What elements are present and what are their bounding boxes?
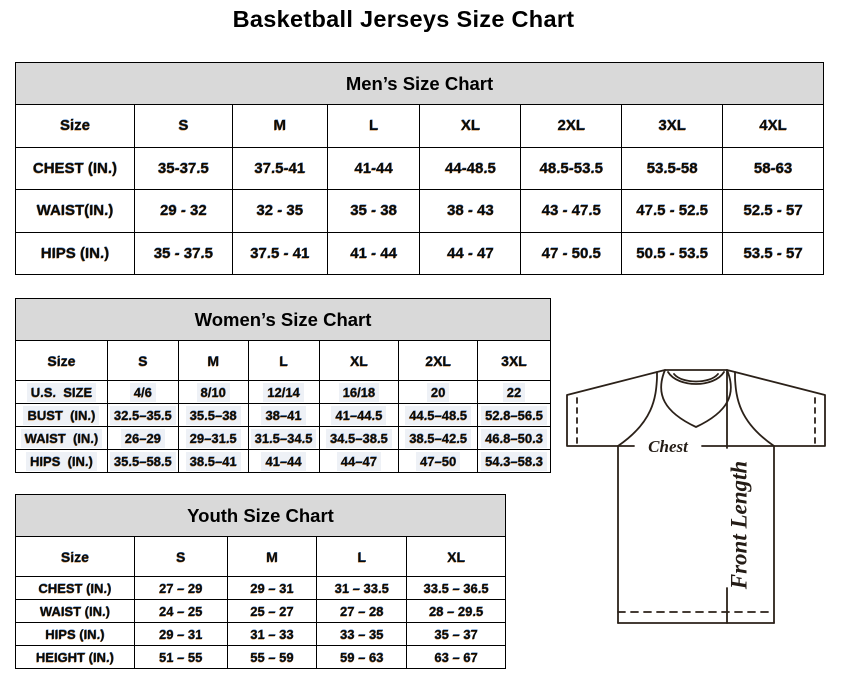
svg-text:Front Length: Front Length (727, 461, 752, 590)
svg-text:Chest: Chest (648, 437, 689, 456)
